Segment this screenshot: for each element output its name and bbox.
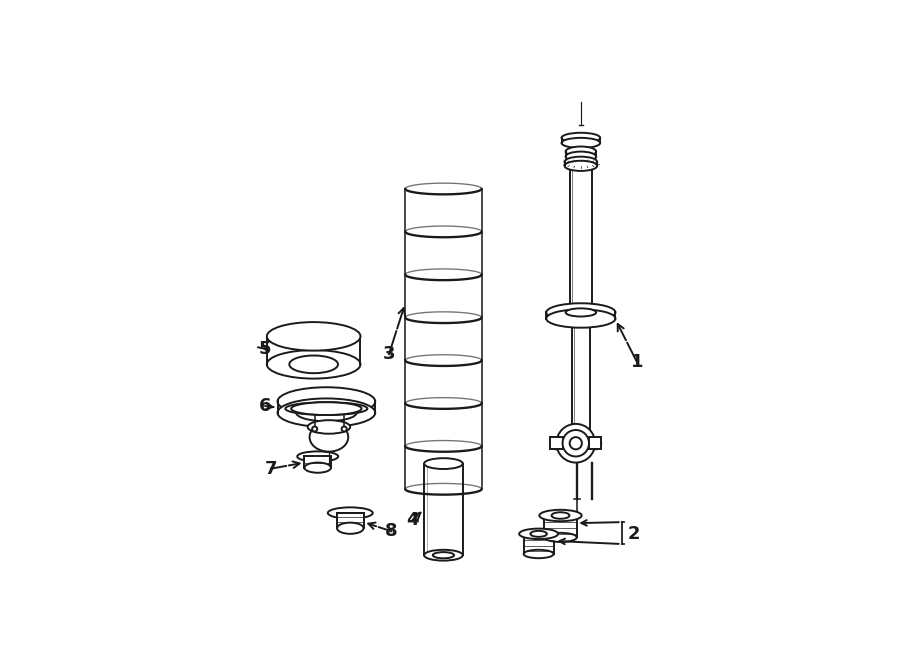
- Text: 6: 6: [259, 397, 272, 415]
- Text: 3: 3: [382, 345, 395, 363]
- Bar: [524, 534, 554, 554]
- Ellipse shape: [524, 550, 554, 558]
- Ellipse shape: [342, 426, 346, 432]
- Ellipse shape: [565, 151, 596, 162]
- Ellipse shape: [570, 437, 582, 449]
- Ellipse shape: [544, 533, 577, 542]
- Ellipse shape: [589, 437, 601, 449]
- Ellipse shape: [296, 404, 356, 421]
- Ellipse shape: [556, 424, 595, 463]
- Ellipse shape: [546, 303, 616, 322]
- Ellipse shape: [277, 387, 375, 416]
- Ellipse shape: [297, 451, 338, 461]
- Ellipse shape: [338, 523, 364, 534]
- Ellipse shape: [328, 508, 373, 519]
- Text: 1: 1: [631, 353, 644, 371]
- Ellipse shape: [552, 512, 570, 519]
- Bar: [544, 516, 577, 537]
- Ellipse shape: [424, 458, 463, 469]
- Ellipse shape: [564, 157, 597, 167]
- Ellipse shape: [289, 356, 338, 373]
- Bar: [304, 457, 331, 468]
- Ellipse shape: [565, 147, 596, 157]
- Text: 2: 2: [628, 525, 641, 543]
- Text: 4: 4: [407, 510, 419, 529]
- Ellipse shape: [424, 550, 463, 561]
- Ellipse shape: [310, 422, 348, 451]
- Ellipse shape: [285, 402, 367, 415]
- Text: 8: 8: [385, 522, 398, 540]
- Ellipse shape: [266, 322, 361, 350]
- Ellipse shape: [530, 531, 547, 537]
- Ellipse shape: [277, 399, 375, 427]
- Bar: [572, 319, 590, 444]
- Bar: [570, 166, 592, 319]
- Ellipse shape: [562, 133, 600, 143]
- Ellipse shape: [562, 430, 589, 457]
- Ellipse shape: [546, 309, 616, 328]
- Bar: [589, 437, 601, 449]
- Ellipse shape: [312, 426, 317, 432]
- Ellipse shape: [266, 350, 361, 379]
- Bar: [550, 437, 562, 449]
- Ellipse shape: [550, 437, 562, 449]
- Text: 7: 7: [265, 459, 277, 478]
- Ellipse shape: [565, 308, 596, 317]
- Ellipse shape: [292, 402, 362, 415]
- Ellipse shape: [562, 138, 600, 148]
- Ellipse shape: [433, 552, 454, 559]
- Ellipse shape: [564, 161, 597, 171]
- Text: 5: 5: [259, 340, 272, 358]
- Ellipse shape: [539, 510, 581, 522]
- Bar: [338, 513, 364, 528]
- Ellipse shape: [304, 463, 331, 473]
- Ellipse shape: [308, 420, 350, 434]
- Ellipse shape: [519, 529, 558, 539]
